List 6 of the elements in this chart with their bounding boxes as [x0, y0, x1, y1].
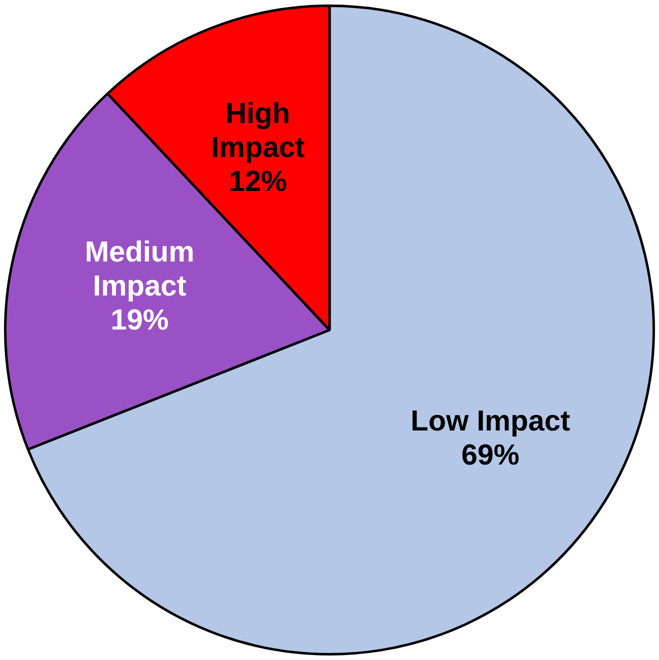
data-label: 19%: [110, 304, 169, 337]
slice-label: Low Impact: [410, 405, 571, 438]
data-label: 12%: [228, 166, 288, 198]
data-label: 69%: [461, 439, 520, 472]
slice-label: High Impact: [211, 98, 305, 164]
slice-label: Medium Impact: [84, 236, 194, 303]
